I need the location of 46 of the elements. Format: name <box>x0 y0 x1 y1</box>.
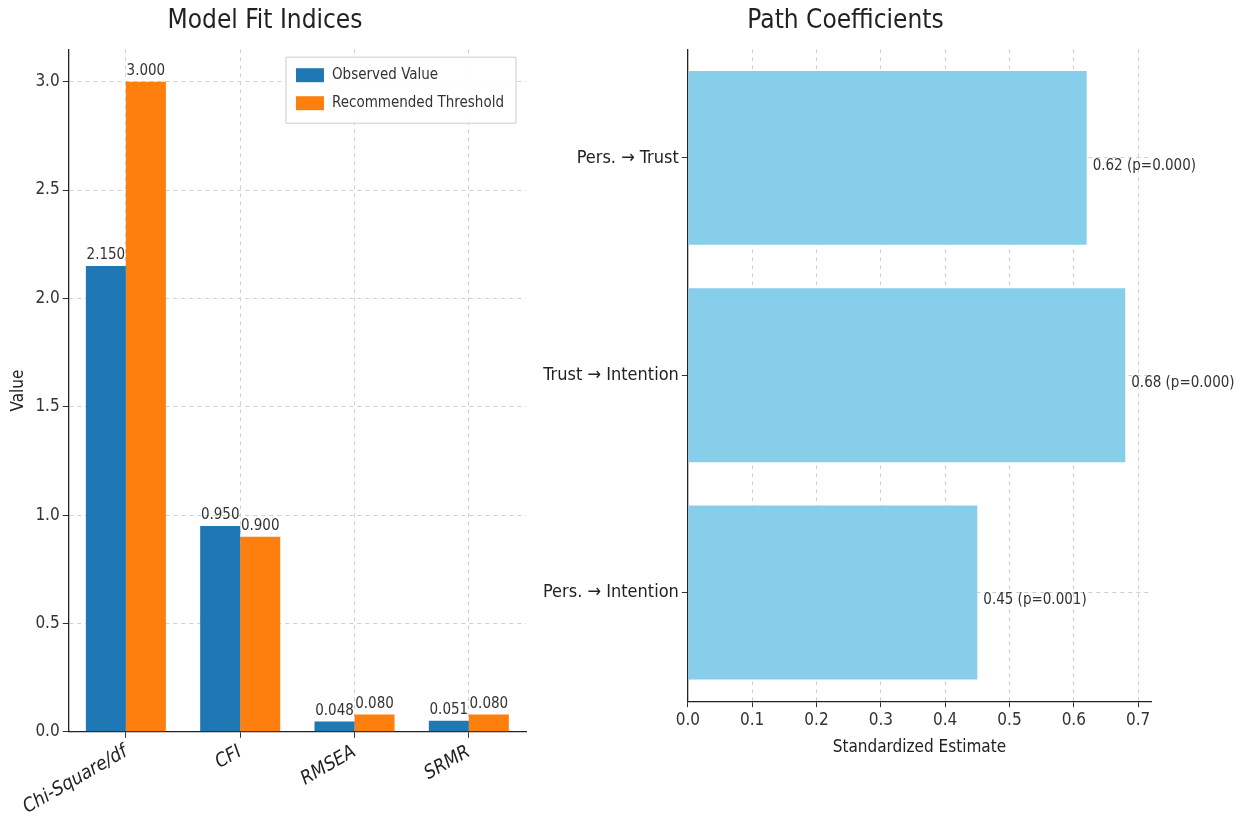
y-tick-label: 2.0 <box>35 286 60 307</box>
bar <box>85 265 126 732</box>
data-label: 0.900 <box>240 516 280 535</box>
bar <box>688 505 978 680</box>
x-tick-label: CFI <box>210 739 245 772</box>
legend-label: Recommended Threshold <box>331 93 505 112</box>
data-label: 2.150 <box>86 245 126 264</box>
data-label: 0.45 (p=0.001) <box>983 590 1087 609</box>
chart-title: Path Coefficients <box>747 4 944 35</box>
data-label: 0.048 <box>315 700 354 719</box>
x-tick-label: 0.4 <box>932 708 958 729</box>
bar <box>354 714 395 732</box>
x-tick-label: 0.6 <box>1061 708 1086 729</box>
data-label: 0.62 (p=0.000) <box>1092 155 1197 174</box>
x-tick-label: 0.1 <box>739 708 765 729</box>
legend-label: Observed Value <box>331 65 439 84</box>
x-tick-label: 0.0 <box>675 708 700 729</box>
y-tick-label: Trust → Intention <box>542 362 679 384</box>
data-label: 0.950 <box>200 505 240 524</box>
bar <box>125 81 166 732</box>
bar <box>688 288 1126 463</box>
data-label: 0.68 (p=0.000) <box>1131 373 1235 392</box>
y-tick-label: Pers. → Trust <box>576 145 679 167</box>
y-tick-label: 2.5 <box>35 178 60 199</box>
x-tick-label: 0.2 <box>804 708 829 729</box>
x-tick-label: 0.3 <box>868 708 893 729</box>
data-label: 0.051 <box>429 700 469 719</box>
y-tick-label: 3.0 <box>35 70 60 91</box>
y-axis-title: Value <box>6 369 27 412</box>
y-tick-label: 1.5 <box>35 395 60 416</box>
y-tick-label: 1.0 <box>35 503 60 524</box>
data-label: 0.080 <box>355 693 394 712</box>
bar <box>240 536 281 732</box>
y-tick-label: Pers. → Intention <box>543 580 679 602</box>
data-label: 3.000 <box>126 61 166 80</box>
chart-title: Model Fit Indices <box>167 4 363 35</box>
x-tick-label: 0.5 <box>997 708 1022 729</box>
bar <box>428 720 469 732</box>
bar <box>468 714 509 732</box>
y-tick-label: 0.5 <box>35 611 60 632</box>
bar <box>314 721 355 732</box>
data-label: 0.080 <box>469 693 509 712</box>
x-axis-title: Standardized Estimate <box>832 736 1007 757</box>
bar <box>688 70 1087 245</box>
bar <box>200 525 241 732</box>
x-tick-label: 0.7 <box>1125 708 1151 729</box>
